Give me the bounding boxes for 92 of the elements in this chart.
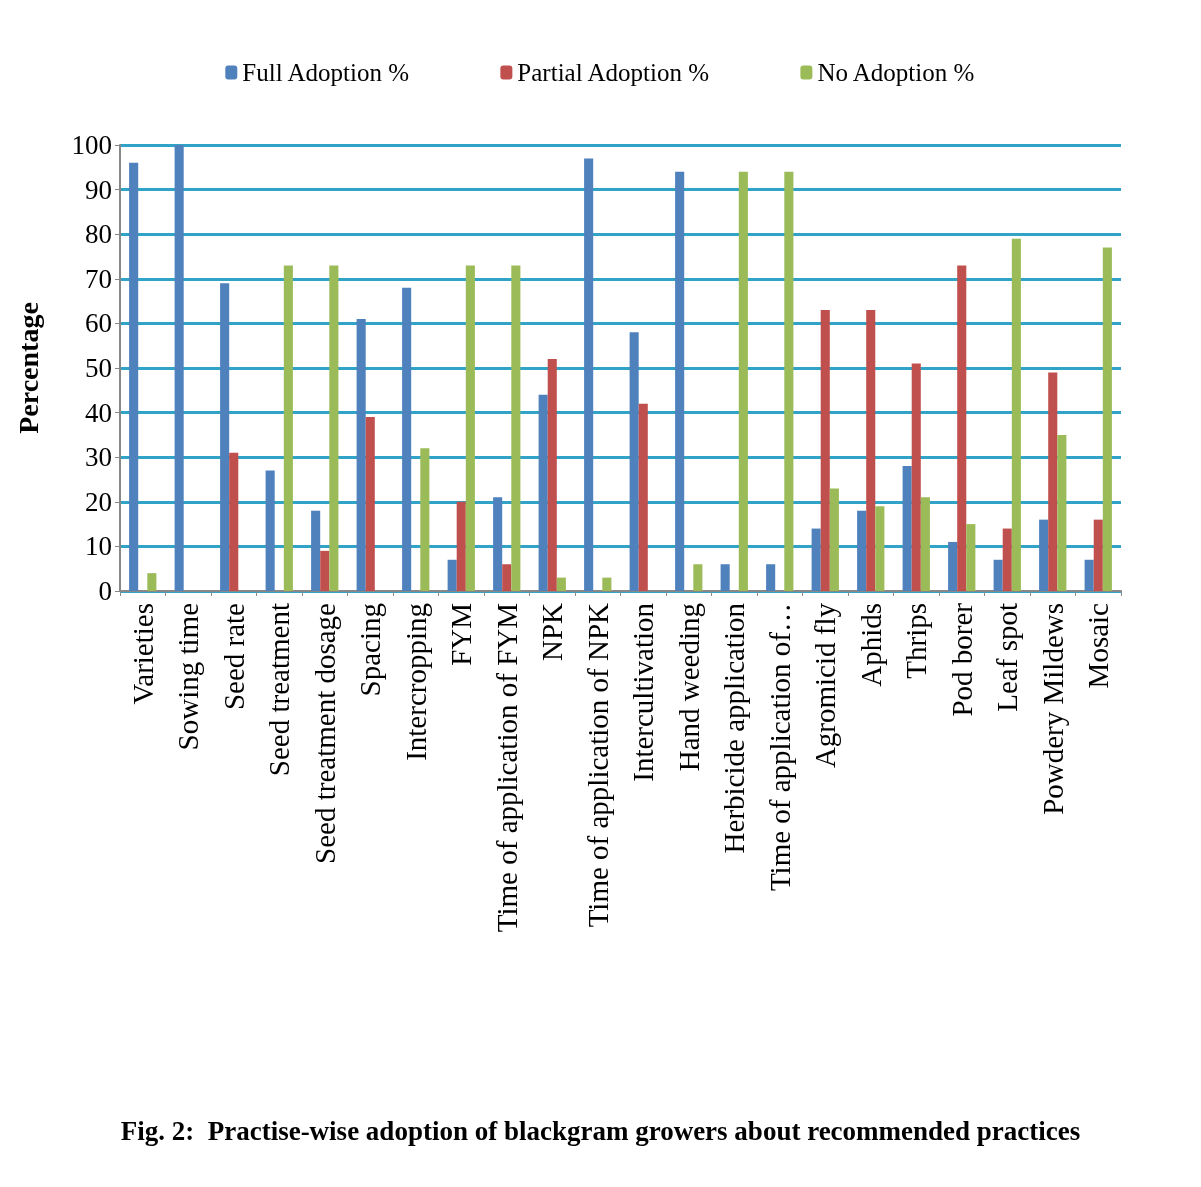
bar xyxy=(538,394,548,591)
x-tick-label: Pod borer xyxy=(945,602,978,717)
bar xyxy=(1084,559,1094,591)
bar xyxy=(420,448,430,591)
bar xyxy=(584,158,594,591)
y-tick-label: 10 xyxy=(85,531,112,562)
bar xyxy=(602,577,612,591)
x-tick-label: Aphids xyxy=(854,603,887,687)
x-tick-label: Leaf spot xyxy=(991,603,1024,712)
bar xyxy=(1057,434,1067,591)
bar xyxy=(902,466,912,591)
bar xyxy=(693,564,703,591)
x-tick-label: Powdery Mildews xyxy=(1036,603,1069,815)
y-tick-label: 90 xyxy=(85,174,112,205)
bar xyxy=(465,265,475,591)
bar xyxy=(547,359,557,591)
bar xyxy=(311,510,321,591)
x-tick-label: Seed rate xyxy=(217,603,250,711)
legend-label: No Adoption % xyxy=(817,59,975,86)
x-tick-label: Intercultivation xyxy=(627,602,660,782)
x-tick-label: FYM xyxy=(445,603,478,666)
bar xyxy=(1011,238,1021,591)
bar xyxy=(129,162,139,591)
bar xyxy=(229,452,239,591)
bar xyxy=(1039,519,1049,591)
y-tick-label: 70 xyxy=(85,263,112,294)
bar xyxy=(766,564,776,591)
legend-label: Partial Adoption % xyxy=(517,59,710,86)
bar xyxy=(675,171,685,591)
y-tick-label: 50 xyxy=(85,353,112,383)
bar xyxy=(220,283,230,591)
bar xyxy=(720,564,730,591)
bar xyxy=(1102,247,1112,591)
x-tick-label: Intercropping xyxy=(399,603,432,761)
x-tick-label: Mosaic xyxy=(1082,603,1115,689)
bar xyxy=(456,501,466,591)
x-tick-label: Varieties xyxy=(126,603,159,705)
bar xyxy=(966,524,976,591)
bar xyxy=(1048,372,1058,591)
x-tick-label: Seed treatment xyxy=(263,603,296,777)
bar xyxy=(174,145,184,591)
x-tick-label: Time of application of FYM xyxy=(490,603,523,933)
bar xyxy=(629,332,639,591)
bar xyxy=(638,403,648,591)
bar xyxy=(365,417,375,591)
bar xyxy=(866,310,876,591)
bar xyxy=(911,363,921,591)
bar xyxy=(356,318,366,591)
bar xyxy=(265,470,275,591)
bar xyxy=(829,488,839,591)
x-tick-label: Herbicide application xyxy=(718,602,751,854)
bar xyxy=(993,559,1003,591)
bar xyxy=(502,564,512,591)
bar xyxy=(329,265,339,591)
bar xyxy=(811,528,821,591)
x-tick-label: Sowing time xyxy=(172,603,205,751)
y-axis-title: Percentage xyxy=(12,302,44,434)
x-tick-label: Hand weeding xyxy=(672,603,705,772)
y-tick-label: 0 xyxy=(98,576,112,606)
bar xyxy=(948,541,958,591)
bar xyxy=(147,573,157,591)
x-tick-label: Seed treatment dosage xyxy=(308,603,341,864)
x-tick-label: Time of application of… xyxy=(763,603,796,892)
y-tick-label: 80 xyxy=(85,219,112,250)
bar xyxy=(784,171,794,591)
x-tick-label: Agromicid fly xyxy=(809,602,842,769)
bar xyxy=(402,287,412,591)
bar xyxy=(820,310,830,591)
legend-label: Full Adoption % xyxy=(242,59,409,86)
y-tick-label: 30 xyxy=(85,442,112,473)
bar xyxy=(875,506,885,591)
bar xyxy=(511,265,521,591)
y-tick-label: 20 xyxy=(85,486,112,517)
x-tick-label: Time of application of NPK xyxy=(581,602,614,928)
bar xyxy=(1002,528,1012,591)
bar xyxy=(447,559,457,591)
y-tick-label: 40 xyxy=(85,397,112,428)
bar xyxy=(857,510,867,591)
bar xyxy=(738,171,748,591)
y-tick-label: 60 xyxy=(85,308,112,339)
bar xyxy=(493,497,503,591)
bar xyxy=(1093,519,1103,591)
bar xyxy=(920,497,930,591)
bar xyxy=(957,265,967,591)
bar xyxy=(556,577,566,591)
x-tick-label: Thrips xyxy=(900,603,933,679)
bar xyxy=(283,265,293,591)
x-tick-label: NPK xyxy=(536,602,569,662)
text: Fig. 2: Practise-wise adoption of blackgram growers about recommended practices xyxy=(120,1115,1081,1146)
bar xyxy=(320,550,330,591)
y-tick-label: 100 xyxy=(71,130,112,160)
x-tick-label: Spacing xyxy=(354,603,387,697)
